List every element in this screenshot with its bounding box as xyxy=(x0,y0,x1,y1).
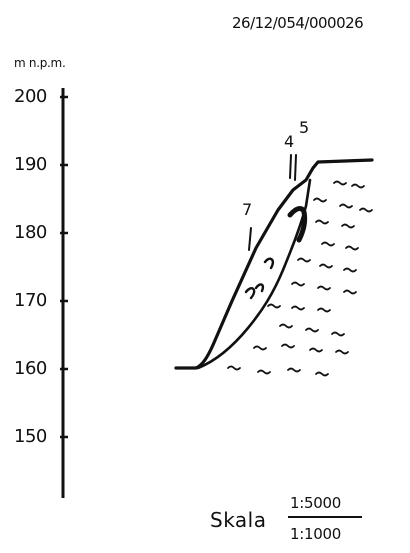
leader-7 xyxy=(248,227,252,251)
marker-label-5: 5 xyxy=(299,118,310,137)
marker-label-4: 4 xyxy=(284,132,295,151)
slip-surface-line xyxy=(196,178,312,370)
tick-label-150: 150 xyxy=(14,426,47,447)
axis-unit-label: m n.p.m. xyxy=(14,56,66,70)
axis-ticks xyxy=(60,95,68,439)
displaced-mass-texture xyxy=(244,257,275,300)
tick-label-190: 190 xyxy=(14,154,47,175)
scale-numerator: 1:5000 xyxy=(290,494,341,512)
scale-denominator: 1:1000 xyxy=(290,525,341,543)
tick-label-180: 180 xyxy=(14,222,47,243)
leader-5 xyxy=(289,154,292,179)
leader-4 xyxy=(294,154,297,181)
tick-label-200: 200 xyxy=(14,86,47,107)
marker-leaders xyxy=(248,154,297,251)
document-id: 26/12/054/000026 xyxy=(232,14,364,32)
bedrock-hatching xyxy=(227,180,373,377)
landslide-scarp xyxy=(287,205,308,243)
scale-label: Skala xyxy=(210,508,267,532)
tick-label-160: 160 xyxy=(14,358,47,379)
tick-label-170: 170 xyxy=(14,290,47,311)
marker-label-7: 7 xyxy=(242,200,253,219)
